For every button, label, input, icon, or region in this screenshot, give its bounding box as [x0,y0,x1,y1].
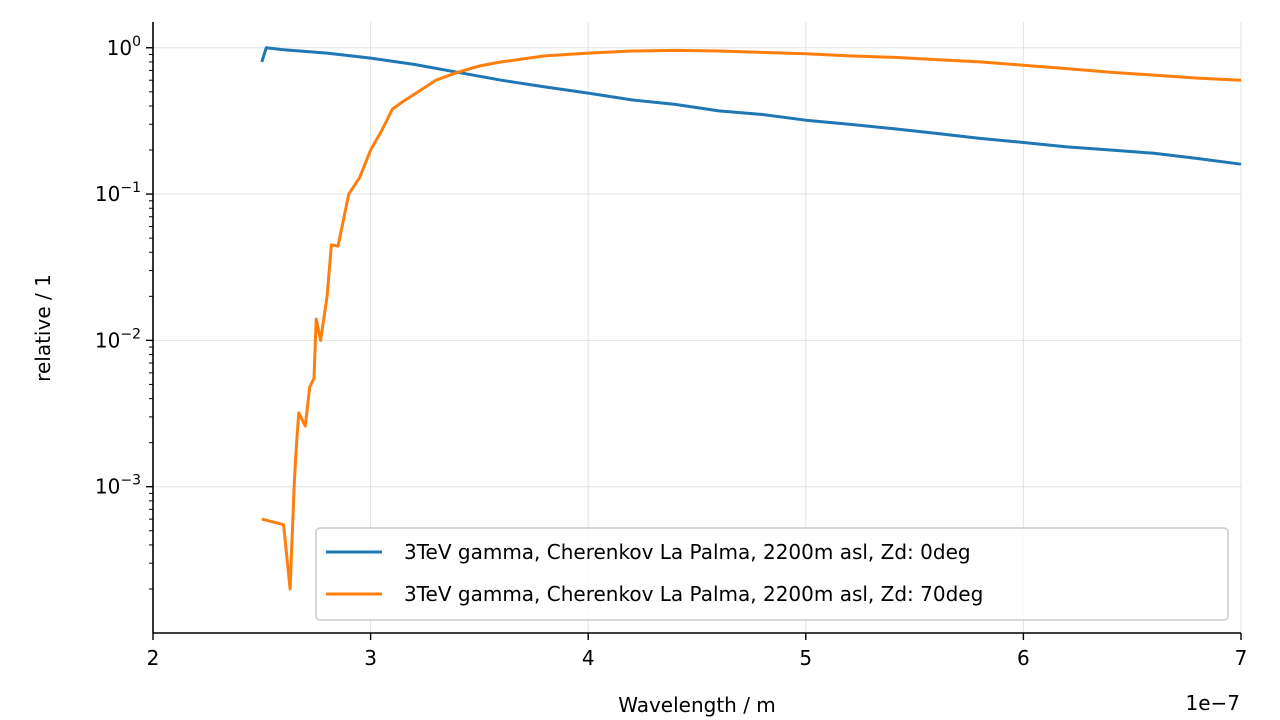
y-tick-label: 10−2 [95,326,141,352]
x-axis-label: Wavelength / m [618,693,776,717]
y-tick-label: 10−1 [95,180,141,206]
y-tick-label: 100 [107,34,141,60]
series-line-1 [261,48,1242,591]
x-axis-offset-label: 1e−7 [1185,691,1240,715]
grid-lines [152,22,1242,633]
legend: 3TeV gamma, Cherenkov La Palma, 2200m as… [315,527,1229,621]
legend-label-0: 3TeV gamma, Cherenkov La Palma, 2200m as… [404,540,971,564]
ticks: 2 3 4 5 6 7 100 10−1 10−2 10−3 [95,34,1247,670]
x-tick-label: 6 [1017,646,1030,670]
y-axis-label: relative / 1 [31,274,55,382]
x-tick-label: 4 [582,646,595,670]
legend-box [315,527,1229,621]
y-tick-label: 10−3 [95,473,141,499]
x-tick-label: 2 [147,646,160,670]
legend-label-1: 3TeV gamma, Cherenkov La Palma, 2200m as… [404,582,983,606]
x-tick-label: 7 [1235,646,1248,670]
series-layer [260,46,1242,591]
x-tick-label: 3 [364,646,377,670]
series-line-0 [260,46,1242,166]
x-tick-label: 5 [799,646,812,670]
